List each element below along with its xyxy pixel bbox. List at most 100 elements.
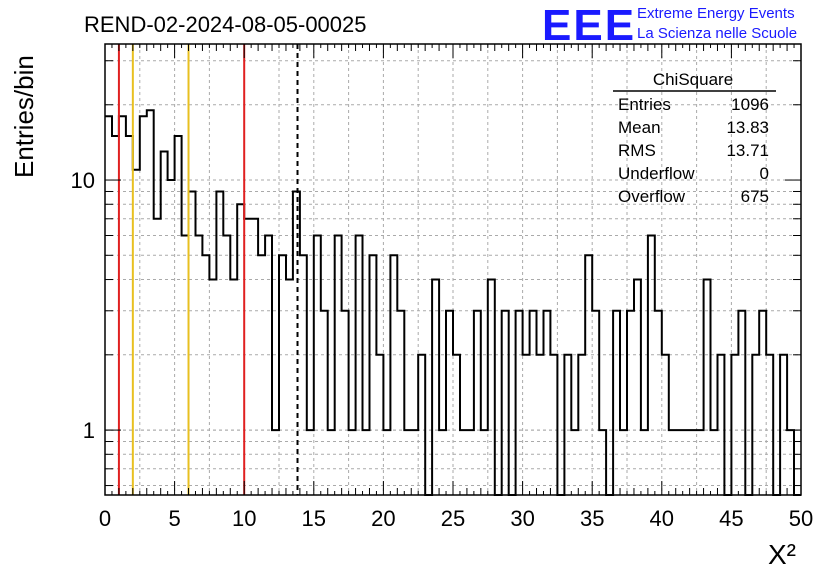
stats-row-label: Overflow bbox=[618, 187, 686, 206]
histogram-bin bbox=[182, 236, 189, 495]
histogram-bin bbox=[202, 255, 209, 495]
histogram-bin bbox=[286, 280, 293, 495]
histogram-bin bbox=[537, 355, 544, 495]
histogram-bin bbox=[655, 311, 662, 495]
x-tick-label: 15 bbox=[302, 506, 326, 531]
histogram-bin bbox=[752, 355, 759, 495]
stats-row-label: RMS bbox=[618, 141, 656, 160]
stats-box: ChiSquare Entries 1096 Mean 13.83 RMS 13.71 Un… bbox=[613, 70, 776, 206]
stats-row-value: 0 bbox=[760, 164, 769, 183]
x-tick-label: 0 bbox=[99, 506, 111, 531]
chart-title: REND-02-2024-08-05-00025 bbox=[84, 12, 367, 37]
histogram-outline bbox=[105, 109, 801, 496]
histogram-bin bbox=[223, 236, 230, 495]
histogram-bin bbox=[578, 355, 585, 495]
histogram-bin bbox=[321, 311, 328, 495]
histogram-bin bbox=[300, 255, 307, 495]
histogram-bin bbox=[119, 116, 126, 495]
histogram-bin bbox=[209, 280, 216, 495]
x-tick-label: 20 bbox=[371, 506, 395, 531]
histogram-bin bbox=[780, 355, 787, 495]
histogram-bin bbox=[432, 280, 439, 495]
histogram-bin bbox=[230, 280, 237, 495]
y-axis-label: Entries/bin bbox=[9, 55, 39, 178]
histogram-bin bbox=[356, 236, 363, 495]
histogram-bin bbox=[168, 180, 175, 495]
y-tick-label: 1 bbox=[83, 418, 95, 443]
histogram-bin bbox=[648, 236, 655, 495]
x-tick-label: 5 bbox=[168, 506, 180, 531]
stats-row-value: 675 bbox=[741, 187, 769, 206]
histogram-bin bbox=[293, 191, 300, 495]
histogram-bin bbox=[738, 311, 745, 495]
x-tick-label: 25 bbox=[441, 506, 465, 531]
histogram-bin bbox=[418, 355, 425, 495]
histogram-bin bbox=[195, 236, 202, 495]
logo-line-2: La Scienza nelle Scuole bbox=[637, 25, 797, 42]
y-tick-label: 10 bbox=[71, 168, 95, 193]
histogram-bin bbox=[530, 311, 537, 495]
histogram-bin bbox=[474, 311, 481, 495]
eee-logo: EEE bbox=[542, 1, 636, 50]
histogram-bin bbox=[154, 219, 161, 495]
stats-row-value: 13.83 bbox=[726, 118, 769, 137]
histogram-bin bbox=[279, 255, 286, 495]
histogram-bin bbox=[453, 355, 460, 495]
x-tick-label: 40 bbox=[650, 506, 674, 531]
histogram-bin bbox=[516, 311, 523, 495]
histogram-bin bbox=[216, 191, 223, 495]
axes bbox=[104, 43, 802, 496]
histogram-bin bbox=[244, 219, 251, 495]
histogram-bin bbox=[759, 311, 766, 495]
logo-line-1: Extreme Energy Events bbox=[637, 5, 795, 22]
histogram-bin bbox=[564, 355, 571, 495]
x-tick-label: 50 bbox=[789, 506, 813, 531]
x-tick-label: 35 bbox=[580, 506, 604, 531]
histogram-bin bbox=[314, 236, 321, 495]
histogram-bin bbox=[613, 311, 620, 495]
stats-row-label: Mean bbox=[618, 118, 661, 137]
histogram-bin bbox=[258, 255, 265, 495]
histogram-bins bbox=[105, 109, 801, 496]
histogram-bin bbox=[140, 116, 147, 495]
reference-lines bbox=[117, 44, 299, 495]
histogram-bin bbox=[502, 311, 509, 495]
histogram-bin bbox=[237, 204, 244, 495]
histogram-bin bbox=[717, 355, 724, 495]
histogram-bin bbox=[523, 355, 530, 495]
histogram-bin bbox=[592, 311, 599, 495]
histogram-bin bbox=[265, 236, 272, 495]
tick-labels: 0 5 10 15 20 25 30 35 40 45 50 1 10 bbox=[71, 168, 814, 531]
histogram-bin bbox=[342, 311, 349, 495]
histogram-bin bbox=[543, 311, 550, 495]
histogram-bin bbox=[105, 116, 112, 495]
histogram-bin bbox=[161, 152, 168, 495]
histogram-bin bbox=[397, 311, 404, 495]
stats-row-label: Underflow bbox=[618, 164, 695, 183]
stats-row-value: 13.71 bbox=[726, 141, 769, 160]
histogram-bin bbox=[369, 255, 376, 495]
histogram-bin bbox=[251, 219, 258, 495]
histogram-bin bbox=[147, 110, 154, 495]
stats-title: ChiSquare bbox=[653, 70, 733, 89]
stats-row-label: Entries bbox=[618, 95, 671, 114]
x-axis-label: X² bbox=[768, 539, 796, 570]
histogram-bin bbox=[662, 355, 669, 495]
histogram-bin bbox=[390, 255, 397, 495]
histogram-bin bbox=[488, 280, 495, 495]
histogram-bin bbox=[550, 355, 557, 495]
stats-row-value: 1096 bbox=[731, 95, 769, 114]
histogram-bin bbox=[335, 236, 342, 495]
histogram-bin bbox=[446, 311, 453, 495]
histogram-bin bbox=[704, 280, 711, 495]
histogram-bin bbox=[585, 255, 592, 495]
histogram-bin bbox=[189, 191, 196, 495]
x-tick-label: 45 bbox=[719, 506, 743, 531]
x-tick-label: 10 bbox=[232, 506, 256, 531]
histogram-bin bbox=[376, 355, 383, 495]
histogram-bin bbox=[634, 280, 641, 495]
histogram-bin bbox=[766, 355, 773, 495]
histogram-bin bbox=[731, 355, 738, 495]
histogram-bin bbox=[627, 311, 634, 495]
